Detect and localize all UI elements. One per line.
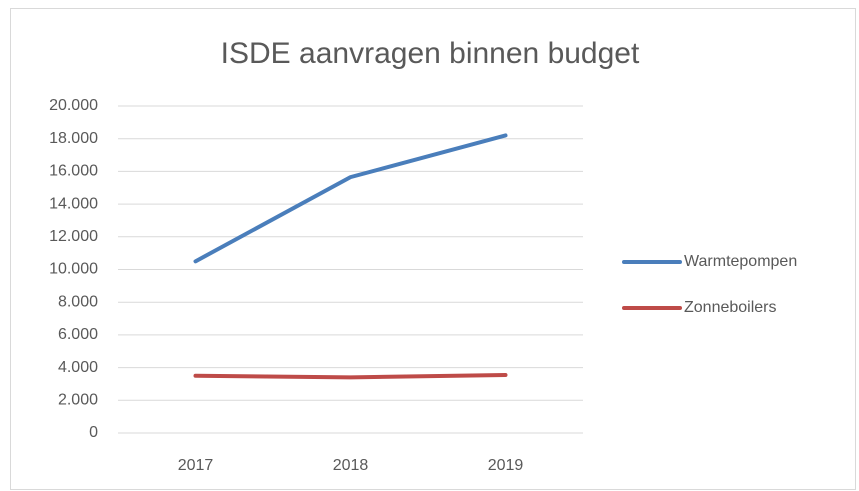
legend-label: Warmtepompen (684, 253, 797, 270)
legend-label: Zonneboilers (684, 299, 777, 316)
y-tick-label: 14.000 (49, 195, 98, 212)
y-tick-label: 16.000 (49, 163, 98, 180)
x-tick-label: 2018 (333, 457, 369, 474)
y-tick-label: 18.000 (49, 130, 98, 147)
y-tick-label: 12.000 (49, 228, 98, 245)
chart-title: ISDE aanvragen binnen budget (221, 37, 640, 70)
series-line (193, 372, 508, 380)
y-tick-label: 10.000 (49, 261, 98, 278)
series-line (193, 133, 508, 264)
chart-frame (10, 8, 856, 490)
y-tick-label: 8.000 (58, 293, 98, 310)
y-tick-label: 6.000 (58, 326, 98, 343)
y-tick-label: 0 (89, 424, 98, 441)
y-tick-label: 2.000 (58, 392, 98, 409)
y-tick-label: 4.000 (58, 359, 98, 376)
x-tick-label: 2019 (488, 457, 524, 474)
y-tick-label: 20.000 (49, 97, 98, 114)
x-tick-label: 2017 (178, 457, 214, 474)
